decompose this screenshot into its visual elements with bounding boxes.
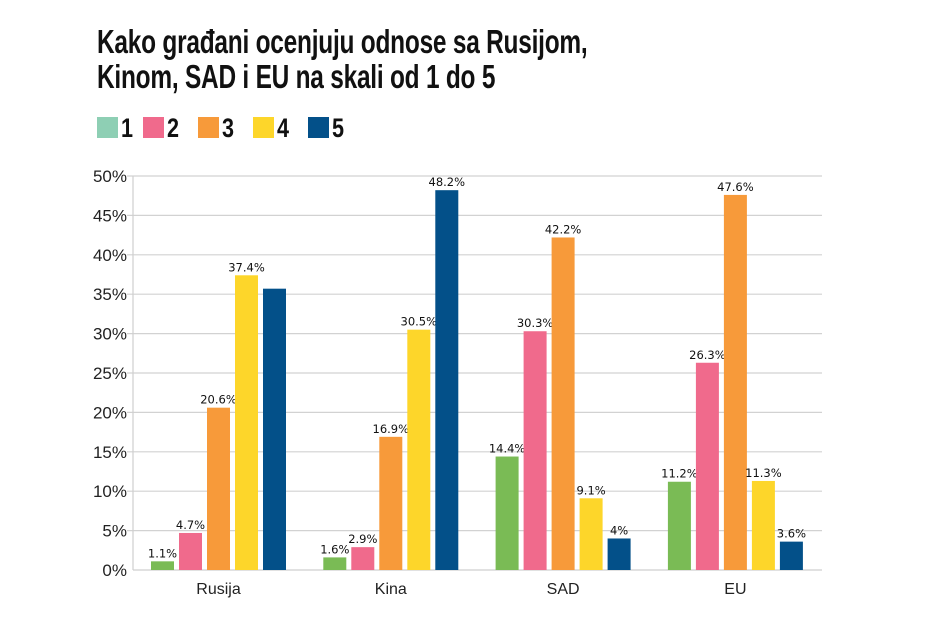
data-label: 14.4% [489, 442, 526, 456]
data-label: 4.7% [176, 518, 205, 532]
bar-rusija-2 [179, 532, 202, 570]
bar-kina-5 [435, 190, 459, 570]
bar-sad-2 [523, 331, 547, 570]
data-label: 20.6% [200, 393, 237, 407]
x-tick-label: Kina [375, 581, 407, 598]
y-tick-label: 10% [93, 482, 127, 501]
legend-swatch-4 [253, 117, 274, 138]
bar-sad-1 [495, 456, 519, 570]
data-label: 2.9% [348, 532, 377, 546]
data-label: 30.5% [401, 315, 438, 329]
legend-swatch-5 [308, 117, 329, 138]
legend-swatch-3 [198, 117, 219, 138]
data-label: 11.3% [745, 466, 782, 480]
bar-kina-3 [379, 436, 403, 570]
bar-eu-4 [751, 480, 775, 570]
data-label: 1.6% [320, 542, 349, 556]
y-tick-label: 0% [102, 561, 127, 580]
bar-eu-1 [667, 481, 691, 570]
legend-label-2: 2 [167, 113, 180, 143]
chart-title-line-2: Kinom, SAD i EU na skali od 1 do 5 [97, 58, 496, 95]
bar-kina-1 [323, 557, 347, 570]
y-tick-label: 35% [93, 285, 127, 304]
y-tick-label: 45% [93, 206, 127, 225]
data-label: 42.2% [545, 222, 582, 236]
data-label: 9.1% [576, 483, 605, 497]
bar-sad-3 [551, 237, 575, 571]
x-tick-label: Rusija [196, 581, 241, 598]
bar-kina-2 [351, 547, 375, 570]
bar-kina-4 [407, 329, 431, 570]
y-tick-label: 20% [93, 403, 127, 422]
bar-sad-5 [607, 538, 631, 570]
data-label: 47.6% [717, 180, 754, 194]
y-tick-label: 30% [93, 325, 127, 344]
data-label: 37.4% [228, 260, 265, 274]
x-tick-label: EU [724, 581, 746, 598]
legend-swatch-2 [143, 117, 164, 138]
chart-title-line-1: Kako građani ocenjuju odnose sa Rusijom, [97, 23, 588, 60]
y-tick-label: 25% [93, 364, 127, 383]
bar-eu-5 [779, 541, 803, 570]
x-tick-label: SAD [547, 581, 580, 598]
y-tick-label: 40% [93, 246, 127, 265]
y-tick-label: 15% [93, 443, 127, 462]
legend-label-1: 1 [121, 113, 134, 143]
bar-eu-3 [723, 194, 747, 571]
data-label: 3.6% [777, 527, 806, 541]
y-tick-label: 5% [102, 522, 127, 541]
data-label: 30.3% [517, 316, 554, 330]
legend-label-5: 5 [332, 113, 345, 143]
bar-sad-4 [579, 498, 603, 570]
data-label: 1.1% [148, 546, 177, 560]
legend-swatch-1 [97, 117, 118, 138]
legend-label-3: 3 [222, 113, 235, 143]
data-label: 16.9% [373, 422, 410, 436]
y-tick-label: 50% [93, 167, 127, 186]
data-label: 26.3% [689, 348, 726, 362]
data-label: 4% [610, 523, 628, 537]
bar-rusija-3 [207, 407, 230, 570]
data-label: 11.2% [661, 467, 698, 481]
bar-rusija-4 [235, 275, 258, 570]
data-label: 48.2% [429, 175, 466, 189]
legend-label-4: 4 [277, 113, 290, 143]
bar-rusija-1 [151, 561, 174, 570]
chart-title: Kako građani ocenjuju odnose sa Rusijom,… [97, 23, 588, 95]
bar-eu-2 [695, 362, 719, 570]
bar-rusija-5 [263, 288, 286, 570]
